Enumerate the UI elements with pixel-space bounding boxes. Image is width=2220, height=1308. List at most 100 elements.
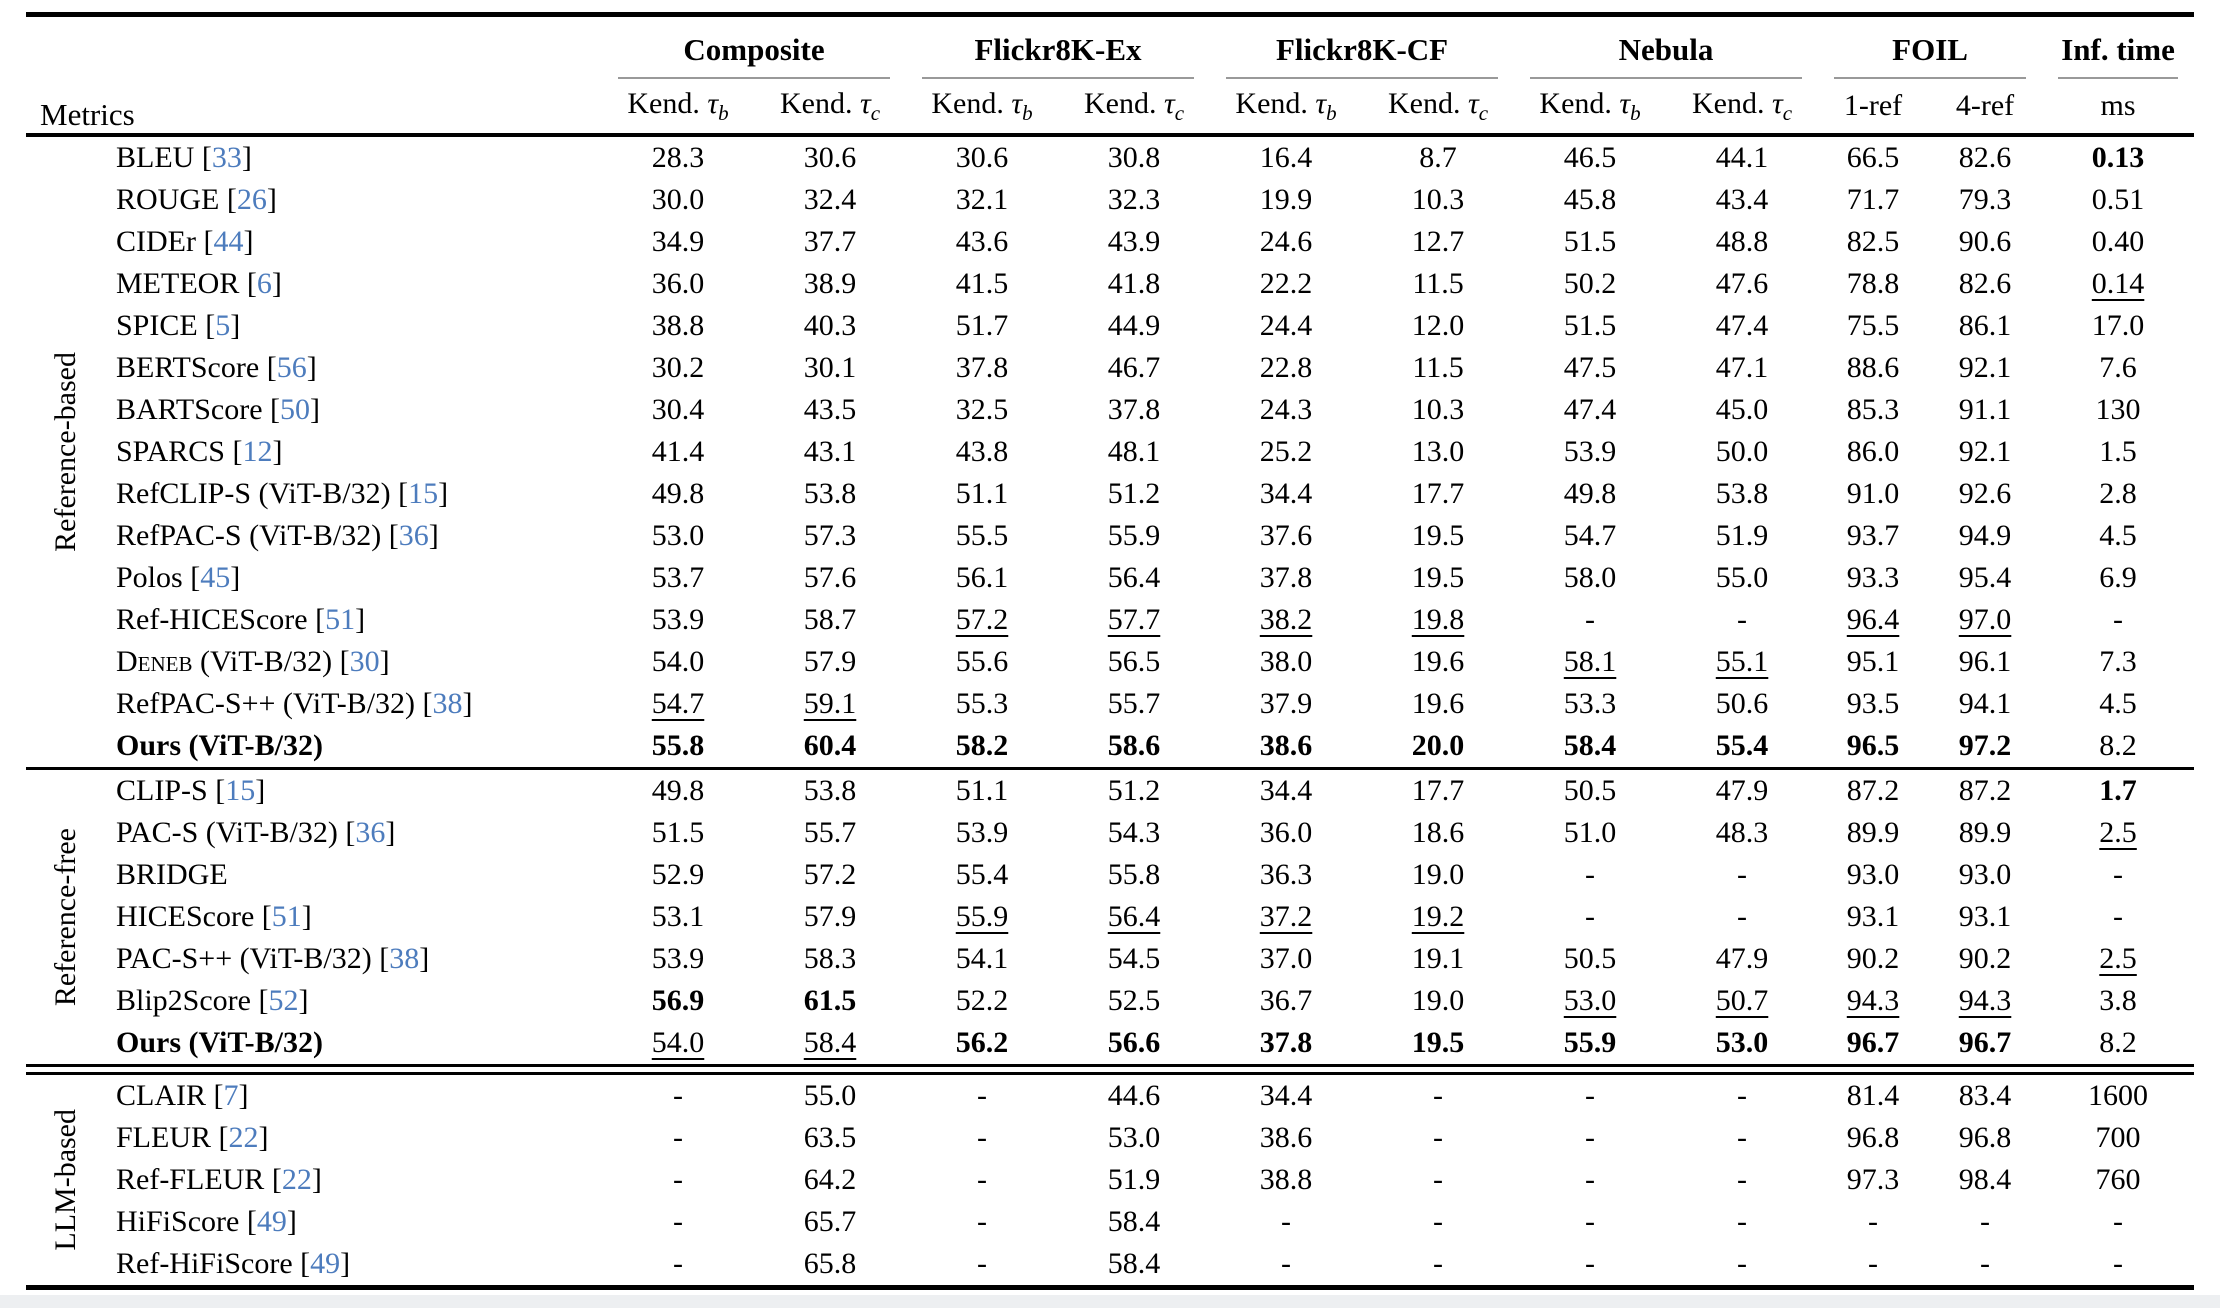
citation-link[interactable]: 50	[280, 393, 311, 426]
metric-value: 88.6	[1846, 351, 1900, 384]
metric-value: 53.0	[1715, 1026, 1769, 1059]
metric-value: 43.4	[1715, 183, 1769, 216]
citation-link[interactable]: 38	[389, 942, 420, 975]
citation-link[interactable]: 45	[200, 561, 231, 594]
metric-value: 44.9	[1107, 309, 1161, 342]
citation-link[interactable]: 30	[349, 645, 380, 678]
metric-value: 19.0	[1411, 858, 1465, 891]
metric-value: 52.2	[955, 984, 1009, 1017]
citation-link[interactable]: 49	[310, 1247, 341, 1280]
metric-value: 38.2	[1259, 603, 1313, 636]
citation-link[interactable]: 49	[256, 1205, 287, 1238]
metric-value: 37.8	[1107, 393, 1161, 426]
metric-value: 11.5	[1412, 267, 1464, 300]
metric-value: 1.5	[2099, 435, 2137, 468]
metric-value: 19.6	[1411, 687, 1465, 720]
col-header-flickr8k-ex-tau-c: Kend. τc	[1058, 79, 1211, 137]
citation-link[interactable]: 56	[276, 351, 307, 384]
col-header-composite-tau-b: Kend. τb	[602, 79, 755, 137]
metric-value: -	[1737, 900, 1748, 933]
metric-value: 49.8	[651, 774, 705, 807]
citation-link[interactable]: 38	[432, 687, 463, 720]
metric-value: 55.9	[1563, 1026, 1617, 1059]
metric-value: 38.6	[1259, 1121, 1313, 1154]
citation-link[interactable]: 36	[398, 519, 429, 552]
metric-name: BRIDGE	[116, 858, 228, 891]
metric-value: 38.9	[803, 267, 857, 300]
section-divider-rule	[26, 1064, 2195, 1075]
table-row: HICEScore [51] 53.1 57.9 55.9 56.4 37.2 19.2 - -…	[26, 896, 2194, 938]
table-row: ROUGE [26] 30.0 32.4 32.1 32.3 19.9 10.3 45.8 43…	[26, 179, 2194, 221]
citation-link[interactable]: 44	[213, 225, 244, 258]
metric-value: 51.5	[651, 816, 705, 849]
metric-value: -	[2113, 900, 2124, 933]
table-row: SPARCS [12] 41.4 43.1 43.8 48.1 25.2 13.0 53.9 5…	[26, 431, 2194, 473]
metric-value: 82.6	[1958, 141, 2012, 174]
table-row: HiFiScore [49] - 65.7 - 58.4 - - - - - - -	[26, 1201, 2194, 1243]
metric-value: 96.7	[1958, 1026, 2012, 1059]
metric-value: -	[1868, 1247, 1879, 1280]
metric-value: 28.3	[651, 141, 705, 174]
metric-value: -	[1433, 1079, 1444, 1112]
col-header-foil-1ref: 1-ref	[1818, 79, 1929, 137]
citation-link[interactable]: 22	[228, 1121, 259, 1154]
metric-value: 82.5	[1846, 225, 1900, 258]
metric-value: 34.4	[1259, 477, 1313, 510]
citation-link[interactable]: 15	[225, 774, 256, 807]
metric-value: 92.6	[1958, 477, 2012, 510]
metric-value: 56.4	[1107, 900, 1161, 933]
metric-value: 43.8	[955, 435, 1009, 468]
metric-name: HICEScore [51]	[116, 900, 312, 933]
metric-value: -	[1980, 1205, 1991, 1238]
tau-symbol: τc	[859, 86, 881, 125]
metric-value: 760	[2095, 1163, 2141, 1196]
section-label-cell: Reference-free	[26, 770, 106, 1066]
metric-value: 53.3	[1563, 687, 1617, 720]
section-label-cell: LLM-based	[26, 1074, 106, 1288]
metric-value: 79.3	[1958, 183, 2012, 216]
metric-value: 34.9	[651, 225, 705, 258]
metric-value: 50.2	[1563, 267, 1617, 300]
metric-value: 56.9	[651, 984, 705, 1017]
metric-value: 0.40	[2091, 225, 2145, 258]
metric-value: 22.8	[1259, 351, 1313, 384]
citation-link[interactable]: 33	[211, 141, 242, 174]
metric-value: 13.0	[1411, 435, 1465, 468]
metric-value: 2.5	[2099, 942, 2137, 975]
metric-value: 37.7	[803, 225, 857, 258]
metric-value: 44.6	[1107, 1079, 1161, 1112]
citation-link[interactable]: 5	[215, 309, 231, 342]
citation-link[interactable]: 7	[223, 1079, 239, 1112]
metric-value: 24.6	[1259, 225, 1313, 258]
citation-link[interactable]: 52	[268, 984, 299, 1017]
citation-link[interactable]: 22	[281, 1163, 312, 1196]
metric-value: 12.7	[1411, 225, 1465, 258]
metric-name-smallcaps: Deneb	[116, 645, 193, 678]
table-row: Ref-FLEUR [22] - 64.2 - 51.9 38.8 - - - 97.3 98.4 7…	[26, 1159, 2194, 1201]
metric-value: 53.8	[803, 774, 857, 807]
metric-value: -	[2113, 1247, 2124, 1280]
metric-value: -	[1433, 1163, 1444, 1196]
metric-value: 57.2	[803, 858, 857, 891]
table-row: Reference-based BLEU [33] 28.3 30.6 30.6 30.8…	[26, 135, 2194, 552]
metric-value: 89.9	[1958, 816, 2012, 849]
page-bottom-margin	[0, 1295, 2220, 1308]
col-group-nebula: Nebula	[1514, 15, 1818, 79]
metric-value: 25.2	[1259, 435, 1313, 468]
metric-name: SPARCS [12]	[116, 435, 283, 468]
citation-link[interactable]: 15	[408, 477, 439, 510]
citation-link[interactable]: 36	[355, 816, 386, 849]
citation-link[interactable]: 51	[325, 603, 356, 636]
citation-link[interactable]: 12	[242, 435, 273, 468]
metric-value: 0.14	[2091, 267, 2145, 300]
metric-value: 96.4	[1846, 603, 1900, 636]
metric-value: 57.6	[803, 561, 857, 594]
citation-link[interactable]: 26	[236, 183, 267, 216]
metric-name: SPICE [5]	[116, 309, 241, 342]
metric-value: 17.7	[1411, 477, 1465, 510]
metric-value: 54.7	[651, 687, 705, 720]
metric-value: 48.8	[1715, 225, 1769, 258]
citation-link[interactable]: 6	[256, 267, 272, 300]
col-header-inf-time-ms: ms	[2042, 79, 2195, 137]
citation-link[interactable]: 51	[271, 900, 302, 933]
